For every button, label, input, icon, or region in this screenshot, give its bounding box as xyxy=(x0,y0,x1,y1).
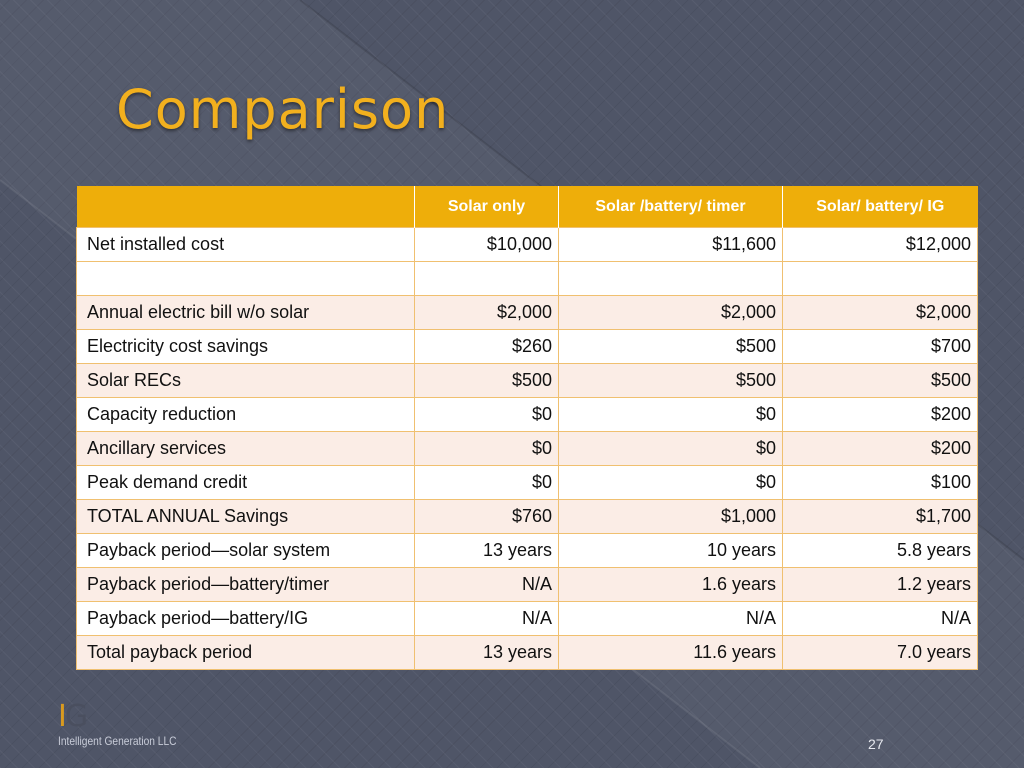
table-cell: $12,000 xyxy=(782,227,978,262)
company-logo: IG Intelligent Generation LLC xyxy=(58,702,198,752)
table-cell: $500 xyxy=(782,363,978,398)
table-cell: $2,000 xyxy=(782,295,978,330)
table-cell: 1.6 years xyxy=(558,567,783,602)
header-solar-battery-timer: Solar /battery/ timer xyxy=(558,186,783,228)
header-solar-only: Solar only xyxy=(414,186,559,228)
table-cell: $200 xyxy=(782,431,978,466)
row-label: TOTAL ANNUAL Savings xyxy=(76,499,415,534)
table-row: Peak demand credit $0 $0 $100 xyxy=(76,465,978,500)
row-label: Electricity cost savings xyxy=(76,329,415,364)
table-cell: $500 xyxy=(558,363,783,398)
header-blank xyxy=(76,186,415,228)
table-row: TOTAL ANNUAL Savings $760 $1,000 $1,700 xyxy=(76,499,978,534)
slide-title: Comparison xyxy=(116,78,450,141)
table-cell: $500 xyxy=(558,329,783,364)
table-cell: N/A xyxy=(558,601,783,636)
table-cell: N/A xyxy=(414,601,559,636)
table-cell: 7.0 years xyxy=(782,635,978,670)
row-label: Payback period—battery/timer xyxy=(76,567,415,602)
table-cell: $760 xyxy=(414,499,559,534)
table-row: Annual electric bill w/o solar $2,000 $2… xyxy=(76,295,978,330)
table-cell: $0 xyxy=(414,431,559,466)
table-row: Solar RECs $500 $500 $500 xyxy=(76,363,978,398)
row-label: Ancillary services xyxy=(76,431,415,466)
table-cell: N/A xyxy=(782,601,978,636)
table-cell: $500 xyxy=(414,363,559,398)
table-cell: $0 xyxy=(558,465,783,500)
page-number: 27 xyxy=(868,736,884,752)
table-cell: $100 xyxy=(782,465,978,500)
row-label: Payback period—solar system xyxy=(76,533,415,568)
table-cell: $700 xyxy=(782,329,978,364)
header-solar-battery-ig: Solar/ battery/ IG xyxy=(782,186,978,228)
table-cell: $11,600 xyxy=(558,227,783,262)
table-row: Electricity cost savings $260 $500 $700 xyxy=(76,329,978,364)
table-row: Payback period—battery/timer N/A 1.6 yea… xyxy=(76,567,978,602)
table-cell xyxy=(558,261,783,296)
table-cell: $1,700 xyxy=(782,499,978,534)
table-cell: $0 xyxy=(558,431,783,466)
row-label: Peak demand credit xyxy=(76,465,415,500)
table-cell: 11.6 years xyxy=(558,635,783,670)
table-cell: $0 xyxy=(414,465,559,500)
row-label: Solar RECs xyxy=(76,363,415,398)
table-row: Total payback period 13 years 11.6 years… xyxy=(76,635,978,670)
table-cell: 1.2 years xyxy=(782,567,978,602)
table-row: Payback period—battery/IG N/A N/A N/A xyxy=(76,601,978,636)
logo-letter-i: I xyxy=(58,699,67,734)
table-cell: N/A xyxy=(414,567,559,602)
table-row xyxy=(76,261,978,296)
row-label: Payback period—battery/IG xyxy=(76,601,415,636)
row-label: Annual electric bill w/o solar xyxy=(76,295,415,330)
table-cell: 13 years xyxy=(414,533,559,568)
table-cell: 10 years xyxy=(558,533,783,568)
row-label: Net installed cost xyxy=(76,227,415,262)
table-header-row: Solar only Solar /battery/ timer Solar/ … xyxy=(76,186,978,228)
table-row: Capacity reduction $0 $0 $200 xyxy=(76,397,978,432)
table-cell: 5.8 years xyxy=(782,533,978,568)
table-row: Net installed cost $10,000 $11,600 $12,0… xyxy=(76,227,978,262)
table-cell: $260 xyxy=(414,329,559,364)
table-cell xyxy=(782,261,978,296)
table-cell: $2,000 xyxy=(558,295,783,330)
row-label xyxy=(76,261,415,296)
company-name: Intelligent Generation LLC xyxy=(58,734,177,748)
table-cell: $0 xyxy=(558,397,783,432)
table-cell: $0 xyxy=(414,397,559,432)
row-label: Capacity reduction xyxy=(76,397,415,432)
table-cell: 13 years xyxy=(414,635,559,670)
table-cell: $200 xyxy=(782,397,978,432)
ig-logo-mark: IG xyxy=(58,702,88,732)
table-row: Payback period—solar system 13 years 10 … xyxy=(76,533,978,568)
comparison-table: Solar only Solar /battery/ timer Solar/ … xyxy=(76,186,978,670)
table-cell xyxy=(414,261,559,296)
table-cell: $1,000 xyxy=(558,499,783,534)
row-label: Total payback period xyxy=(76,635,415,670)
logo-letter-g: G xyxy=(64,699,89,734)
table-cell: $10,000 xyxy=(414,227,559,262)
table-cell: $2,000 xyxy=(414,295,559,330)
table-row: Ancillary services $0 $0 $200 xyxy=(76,431,978,466)
